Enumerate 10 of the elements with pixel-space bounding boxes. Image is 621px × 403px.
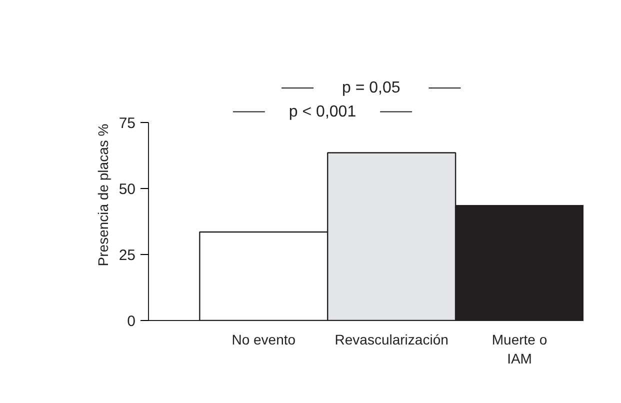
x-tick-label: Revascularización (334, 332, 448, 348)
y-axis-title: Presencia de placas % (94, 124, 111, 266)
y-tick-label: 25 (118, 246, 136, 264)
y-tick-label: 0 (127, 313, 136, 330)
text: p = 0,05 (342, 79, 400, 96)
x-tick-label: No evento (232, 332, 296, 348)
y-tick-label: 50 (118, 180, 136, 198)
y-tick-label: 75 (118, 114, 136, 132)
text: p < 0,001 (288, 103, 356, 120)
x-tick-label: Muerte o IAM (492, 332, 548, 367)
